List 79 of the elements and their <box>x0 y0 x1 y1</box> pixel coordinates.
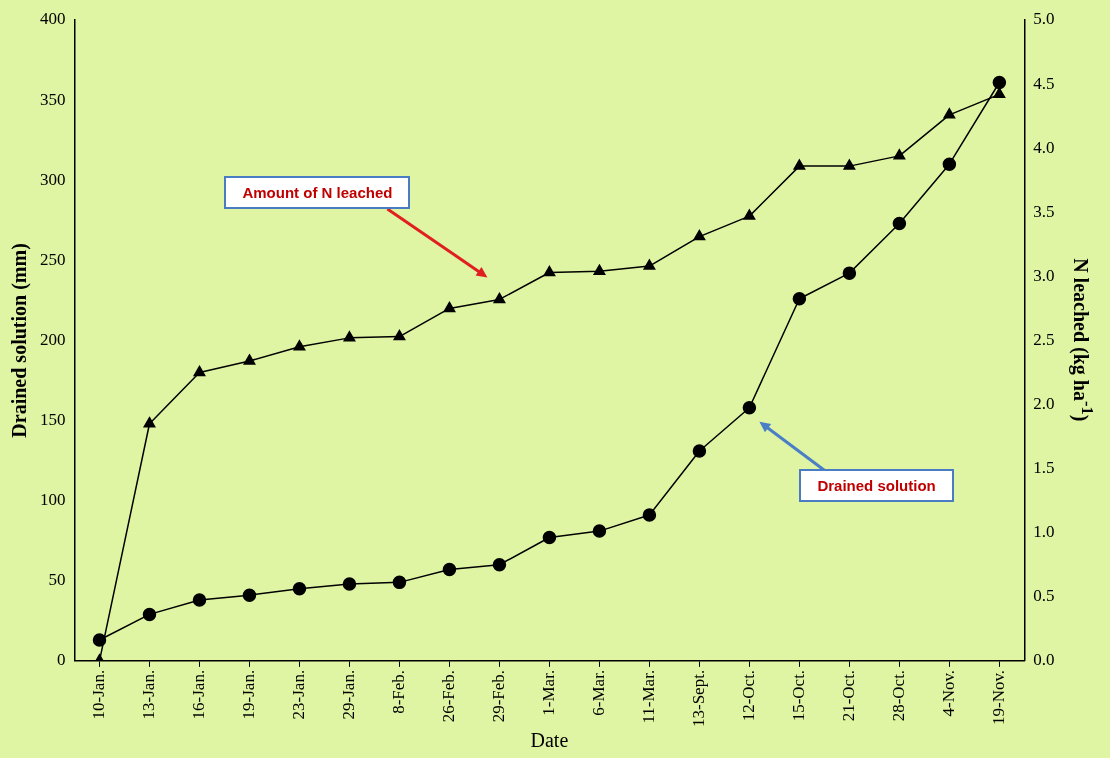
y-tick-label: 100 <box>40 490 66 510</box>
x-tick-label: 19-Nov. <box>988 669 1008 725</box>
point <box>143 417 156 428</box>
x-tick-label: 6-Mar. <box>588 669 608 716</box>
y-tick-label: 350 <box>40 89 66 109</box>
point <box>842 266 857 280</box>
point <box>443 301 456 313</box>
x-tick-label: 23-Jan. <box>288 669 308 720</box>
x-tick-label: 29-Jan. <box>338 669 358 720</box>
x-tick-label: 1-Mar. <box>538 669 558 716</box>
point <box>543 265 556 277</box>
y-tick-label: 300 <box>40 169 66 189</box>
point <box>493 292 506 304</box>
point <box>242 588 257 602</box>
point <box>992 75 1007 90</box>
point <box>192 593 207 607</box>
point <box>393 329 406 341</box>
y2-tick-label: 0.5 <box>1033 586 1055 606</box>
y-tick-label: 250 <box>40 249 66 269</box>
point <box>893 149 906 160</box>
point <box>292 582 307 596</box>
point <box>243 354 256 365</box>
x-tick-label: 12-Oct. <box>738 669 758 722</box>
x-axis-title: Date <box>530 729 569 752</box>
point <box>743 209 756 220</box>
x-tick-label: 13-Sept. <box>688 669 708 728</box>
point <box>442 562 457 577</box>
point <box>592 524 607 538</box>
y2-tick-label: 4.5 <box>1033 73 1055 93</box>
point <box>193 365 206 377</box>
y-axis-title: Drained solution (mm) <box>8 243 32 438</box>
point <box>843 159 856 170</box>
x-tick-label: 8-Feb. <box>388 669 408 714</box>
y2-tick-label: 1.0 <box>1033 522 1055 542</box>
y2-tick-label: 3.5 <box>1033 201 1055 221</box>
y2-tick-label: 4.0 <box>1033 137 1055 157</box>
x-tick-label: 21-Oct. <box>838 669 858 722</box>
y-tick-label: 150 <box>40 410 66 430</box>
annotation: Amount of N leached <box>224 175 411 209</box>
point <box>342 577 357 591</box>
y2-tick-label: 2.0 <box>1033 393 1055 413</box>
point <box>942 157 957 171</box>
x-tick-label: 4-Nov. <box>938 669 958 717</box>
point <box>392 575 407 590</box>
y-tick-label: 50 <box>48 570 66 590</box>
point <box>492 557 507 572</box>
x-tick-label: 26-Feb. <box>438 669 458 723</box>
point <box>593 264 606 275</box>
point <box>692 444 707 458</box>
x-tick-label: 16-Jan. <box>188 669 208 720</box>
point <box>792 292 807 306</box>
point <box>693 229 706 241</box>
y2-tick-label: 2.5 <box>1033 329 1055 349</box>
point <box>92 633 107 647</box>
x-tick-label: 11-Mar. <box>638 669 658 724</box>
point <box>343 331 356 342</box>
y2-tick-label: 0.0 <box>1033 650 1055 670</box>
y-tick-label: 200 <box>40 329 66 349</box>
y2-tick-label: 5.0 <box>1033 9 1055 29</box>
point <box>742 400 757 415</box>
point <box>892 216 907 231</box>
y-tick-label: 0 <box>57 650 66 670</box>
x-tick-label: 29-Feb. <box>488 669 508 723</box>
point <box>943 108 956 119</box>
x-tick-label: 10-Jan. <box>88 669 108 720</box>
x-tick-label: 28-Oct. <box>888 669 908 722</box>
annotation: Drained solution <box>799 469 954 503</box>
point <box>793 159 806 170</box>
x-tick-label: 19-Jan. <box>238 669 258 720</box>
y-tick-label: 400 <box>40 9 66 29</box>
x-tick-label: 15-Oct. <box>788 669 808 722</box>
point <box>293 340 306 351</box>
point <box>643 259 656 270</box>
point <box>142 607 157 622</box>
y2-tick-label: 3.0 <box>1033 265 1055 285</box>
point <box>642 508 657 522</box>
x-tick-label: 13-Jan. <box>138 669 158 720</box>
point <box>542 530 557 545</box>
y2-tick-label: 1.5 <box>1033 458 1055 478</box>
